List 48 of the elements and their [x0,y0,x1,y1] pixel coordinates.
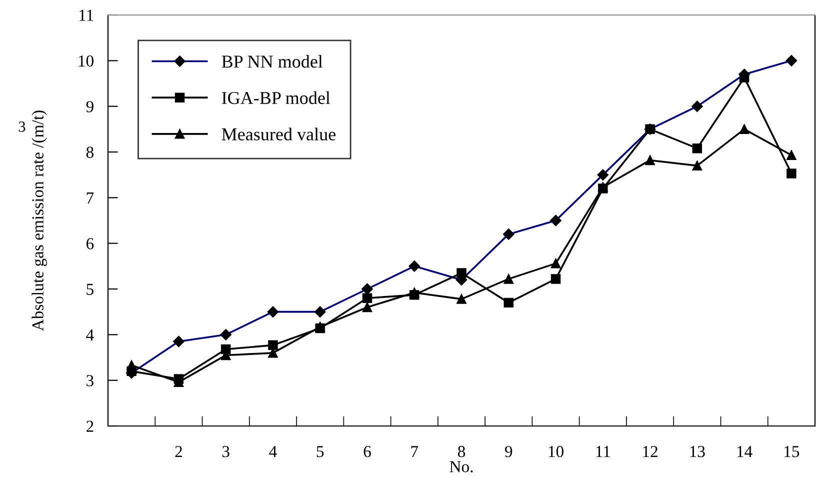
point [692,160,702,171]
y-tick-label: 2 [86,420,94,432]
legend-label: Measured value [222,128,336,140]
point [410,288,420,298]
point [456,268,466,278]
x-tick-label: 2 [175,446,182,458]
text: 3 [18,122,26,132]
x-tick-label: 3 [222,446,230,458]
y-tick-label: 6 [86,238,94,250]
x-tick-label: 11 [596,446,610,458]
x-axis-title: No. [450,461,473,472]
point [786,168,796,178]
x-tick-label: 8 [458,446,466,458]
x-tick-label: 12 [643,446,658,458]
x-tick-label: 15 [784,446,800,458]
point [456,294,466,304]
point [550,274,561,284]
point [739,124,750,134]
x-tick-label: 6 [364,446,371,458]
x-tick-label: 10 [548,446,564,458]
point [126,360,136,370]
y-tick-label: 8 [86,146,94,158]
y-tick-label: 7 [86,192,94,204]
x-tick-label: 4 [269,446,277,458]
x-tick-label: 14 [737,446,752,458]
y-tick-label: 4 [86,329,94,340]
legend-label: BP NN model [222,55,323,68]
point [504,274,514,284]
y-tick-label: 5 [86,284,94,295]
point [645,155,655,166]
x-tick-label: 5 [316,446,324,458]
y-tick-label: 10 [78,55,94,67]
point [739,72,750,82]
point [786,150,796,160]
point [362,293,372,303]
x-tick-label: 9 [505,446,512,458]
x-tick-label: 13 [690,446,705,458]
y-axis-title: Absolute gas emission rate /(m/t) [32,110,47,331]
point [504,298,514,308]
y-tick-label: 3 [86,375,94,386]
point [362,302,372,312]
y-tick-label: 11 [80,10,94,21]
point [550,258,561,268]
point [268,340,278,350]
x-tick-label: 7 [411,446,418,458]
y-tick-label: 9 [86,101,94,112]
point [692,143,702,154]
legend-label: IGA-BP model [222,91,330,104]
